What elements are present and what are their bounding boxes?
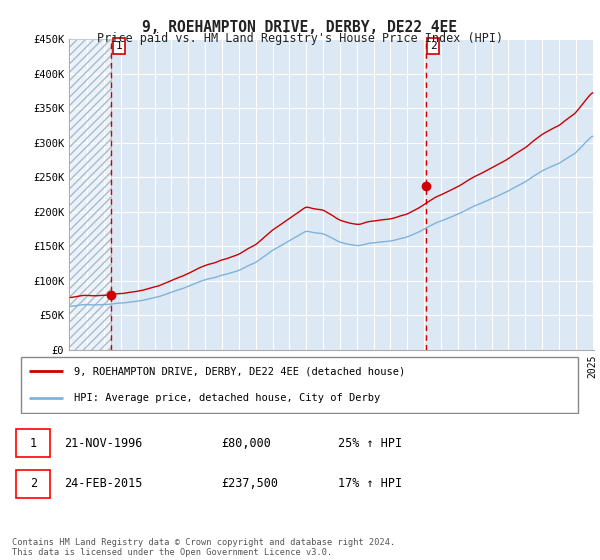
Text: £237,500: £237,500 xyxy=(221,477,278,490)
Text: Contains HM Land Registry data © Crown copyright and database right 2024.
This d: Contains HM Land Registry data © Crown c… xyxy=(12,538,395,557)
FancyBboxPatch shape xyxy=(16,430,50,457)
Text: 24-FEB-2015: 24-FEB-2015 xyxy=(64,477,143,490)
Bar xyxy=(69,39,111,350)
Text: 2: 2 xyxy=(30,477,37,490)
Text: £80,000: £80,000 xyxy=(221,437,271,450)
Text: 21-NOV-1996: 21-NOV-1996 xyxy=(64,437,143,450)
Text: HPI: Average price, detached house, City of Derby: HPI: Average price, detached house, City… xyxy=(74,393,380,403)
Bar xyxy=(69,39,111,350)
Text: 1: 1 xyxy=(115,41,122,51)
Text: 25% ↑ HPI: 25% ↑ HPI xyxy=(338,437,402,450)
Text: 1: 1 xyxy=(30,437,37,450)
Text: Price paid vs. HM Land Registry's House Price Index (HPI): Price paid vs. HM Land Registry's House … xyxy=(97,32,503,45)
Text: 9, ROEHAMPTON DRIVE, DERBY, DE22 4EE: 9, ROEHAMPTON DRIVE, DERBY, DE22 4EE xyxy=(143,20,458,35)
Text: 2: 2 xyxy=(430,41,437,51)
FancyBboxPatch shape xyxy=(21,357,578,413)
FancyBboxPatch shape xyxy=(16,470,50,497)
Text: 17% ↑ HPI: 17% ↑ HPI xyxy=(338,477,402,490)
Text: 9, ROEHAMPTON DRIVE, DERBY, DE22 4EE (detached house): 9, ROEHAMPTON DRIVE, DERBY, DE22 4EE (de… xyxy=(74,366,406,376)
